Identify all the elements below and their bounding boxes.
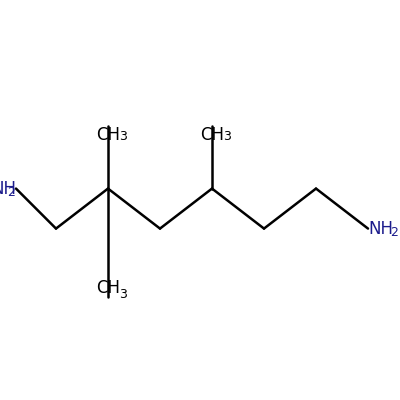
Text: 3: 3 [223,130,231,143]
Text: 2: 2 [7,186,15,199]
Text: CH: CH [96,126,120,144]
Text: CH: CH [200,126,224,144]
Text: NH: NH [0,180,16,198]
Text: 3: 3 [119,288,127,301]
Text: CH: CH [96,279,120,297]
Text: NH: NH [368,220,393,238]
Text: 3: 3 [119,130,127,143]
Text: 2: 2 [390,226,398,239]
